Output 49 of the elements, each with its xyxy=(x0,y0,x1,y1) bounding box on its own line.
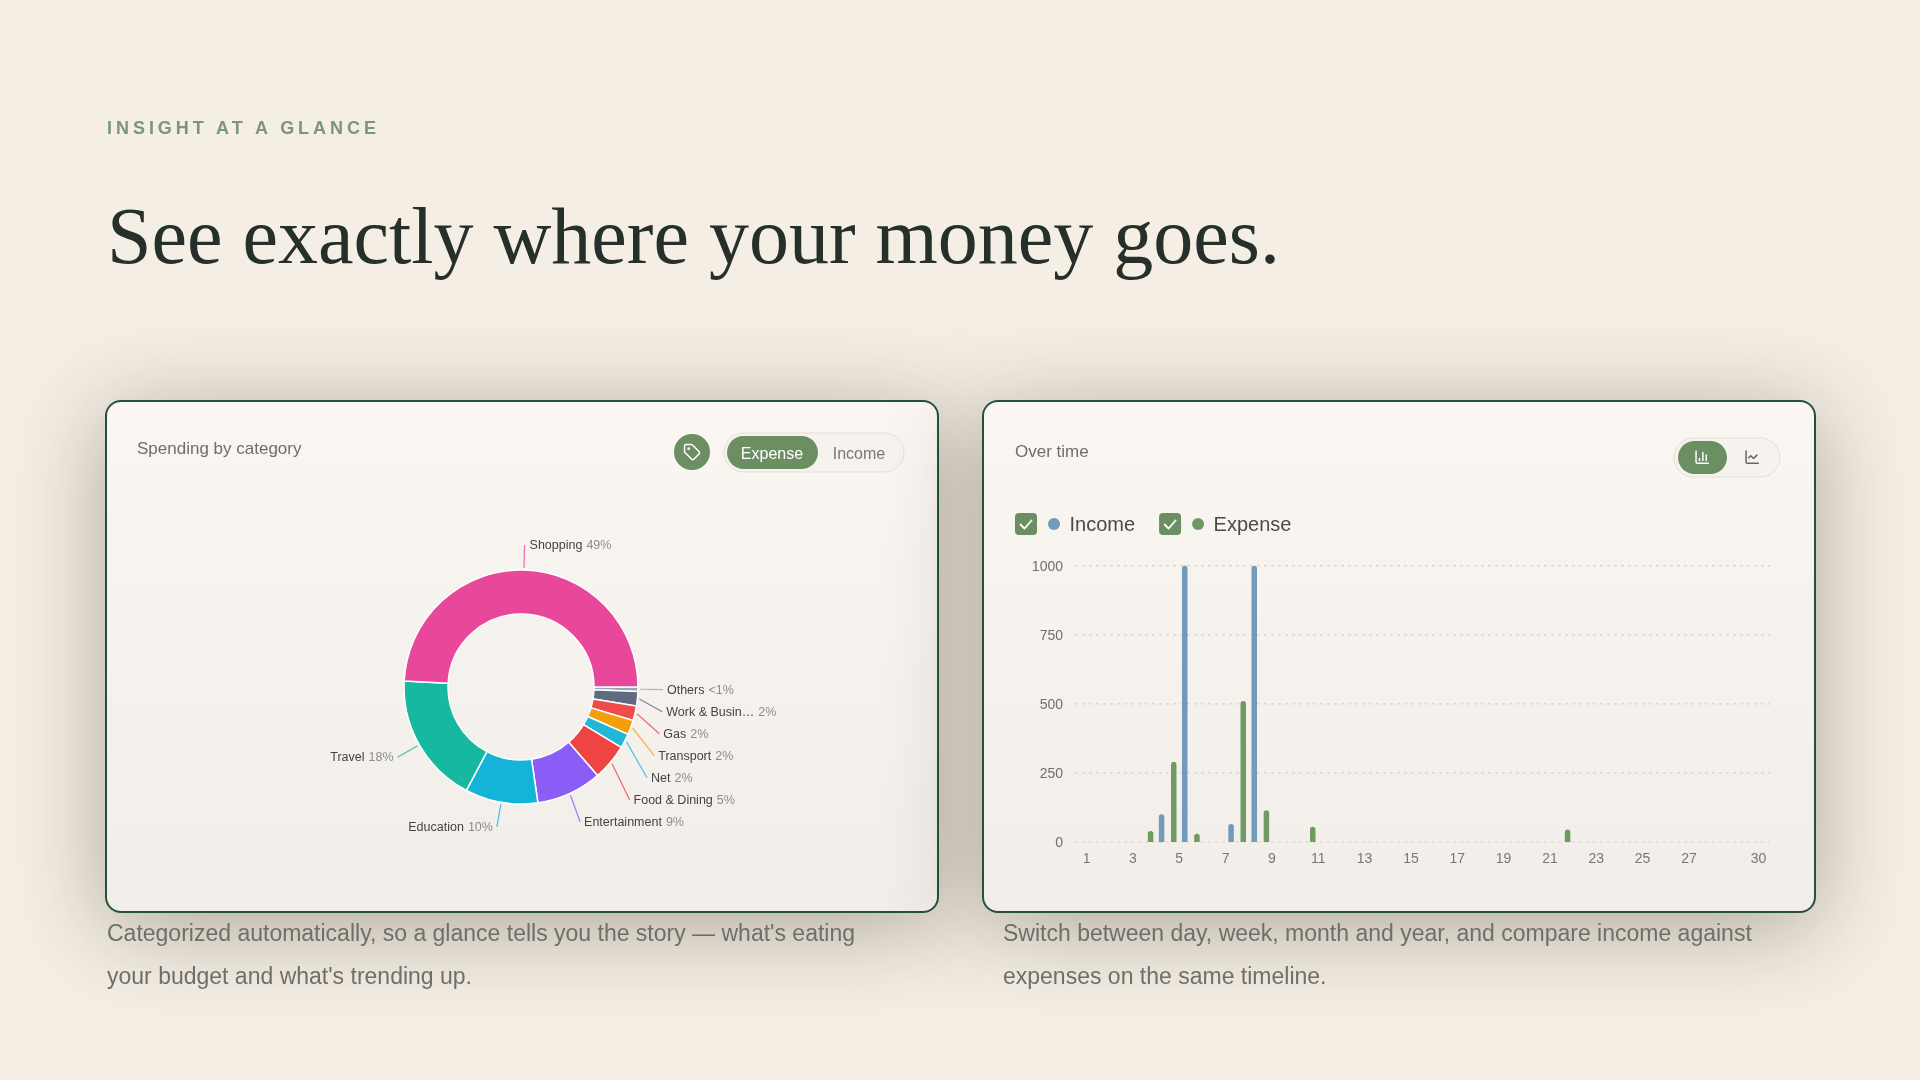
data-label: 2% xyxy=(674,770,693,785)
slice-label: Shopping xyxy=(529,538,583,553)
slice-label: Work & Busin… xyxy=(666,704,755,719)
segmented-control: Expense Income xyxy=(723,432,905,473)
x-tick-label: 7 xyxy=(1221,850,1230,866)
data-label: 18% xyxy=(368,750,394,765)
data-label: 49% xyxy=(586,538,612,553)
x-tick-label: 11 xyxy=(1310,850,1326,866)
text: Switch between day, week, month and year, and compare income against expenses on the same timeline. xyxy=(1003,920,1752,989)
y-tick-label: 0 xyxy=(1055,834,1064,850)
x-tick-label: 15 xyxy=(1403,850,1419,866)
chart-title: Over time xyxy=(1015,441,1089,461)
data-label: 10% xyxy=(467,819,493,834)
data-label: 9% xyxy=(665,814,684,829)
x-tick-label: 17 xyxy=(1449,850,1466,866)
data-label: 2% xyxy=(690,726,709,741)
slice-label: Net xyxy=(650,770,671,785)
slice-label: Transport xyxy=(658,748,712,763)
x-tick-label: 19 xyxy=(1495,850,1512,866)
x-tick-label: 13 xyxy=(1356,850,1373,866)
text: See exactly where your money goes. xyxy=(107,192,1280,280)
legend-label: Income xyxy=(1069,513,1136,535)
x-tick-label: 5 xyxy=(1175,850,1184,866)
slice-label: Entertainment xyxy=(584,814,663,829)
slice-label: Education xyxy=(408,819,464,834)
x-tick-label: 27 xyxy=(1681,850,1697,866)
y-tick-label: 1000 xyxy=(1031,557,1064,574)
x-tick-label: 1 xyxy=(1082,850,1091,866)
data-label: <1% xyxy=(708,682,734,697)
x-tick-label: 3 xyxy=(1129,850,1138,866)
x-tick-label: 30 xyxy=(1750,850,1767,866)
text: INSIGHT AT A GLANCE xyxy=(107,118,380,138)
slice-label: Food & Dining xyxy=(633,792,713,807)
data-label: 2% xyxy=(758,704,777,719)
x-tick-label: 25 xyxy=(1634,850,1651,866)
y-tick-label: 750 xyxy=(1039,626,1064,643)
y-tick-label: 250 xyxy=(1039,764,1064,781)
data-label: 2% xyxy=(715,748,734,763)
slice-label: Travel xyxy=(330,750,365,765)
x-tick-label: 21 xyxy=(1542,850,1558,866)
y-tick-label: 500 xyxy=(1039,695,1064,712)
slice-label: Gas xyxy=(663,726,687,741)
chart-title: Spending by category xyxy=(137,438,302,458)
legend-label: Expense xyxy=(1213,513,1292,535)
slice-label: Others xyxy=(666,682,705,697)
data-label: 5% xyxy=(716,792,735,807)
x-tick-label: 23 xyxy=(1588,850,1605,866)
x-tick-label: 9 xyxy=(1268,850,1277,866)
text: Categorized automatically, so a glance tells you the story — what's eating your budget and what's trending up. xyxy=(107,920,856,989)
